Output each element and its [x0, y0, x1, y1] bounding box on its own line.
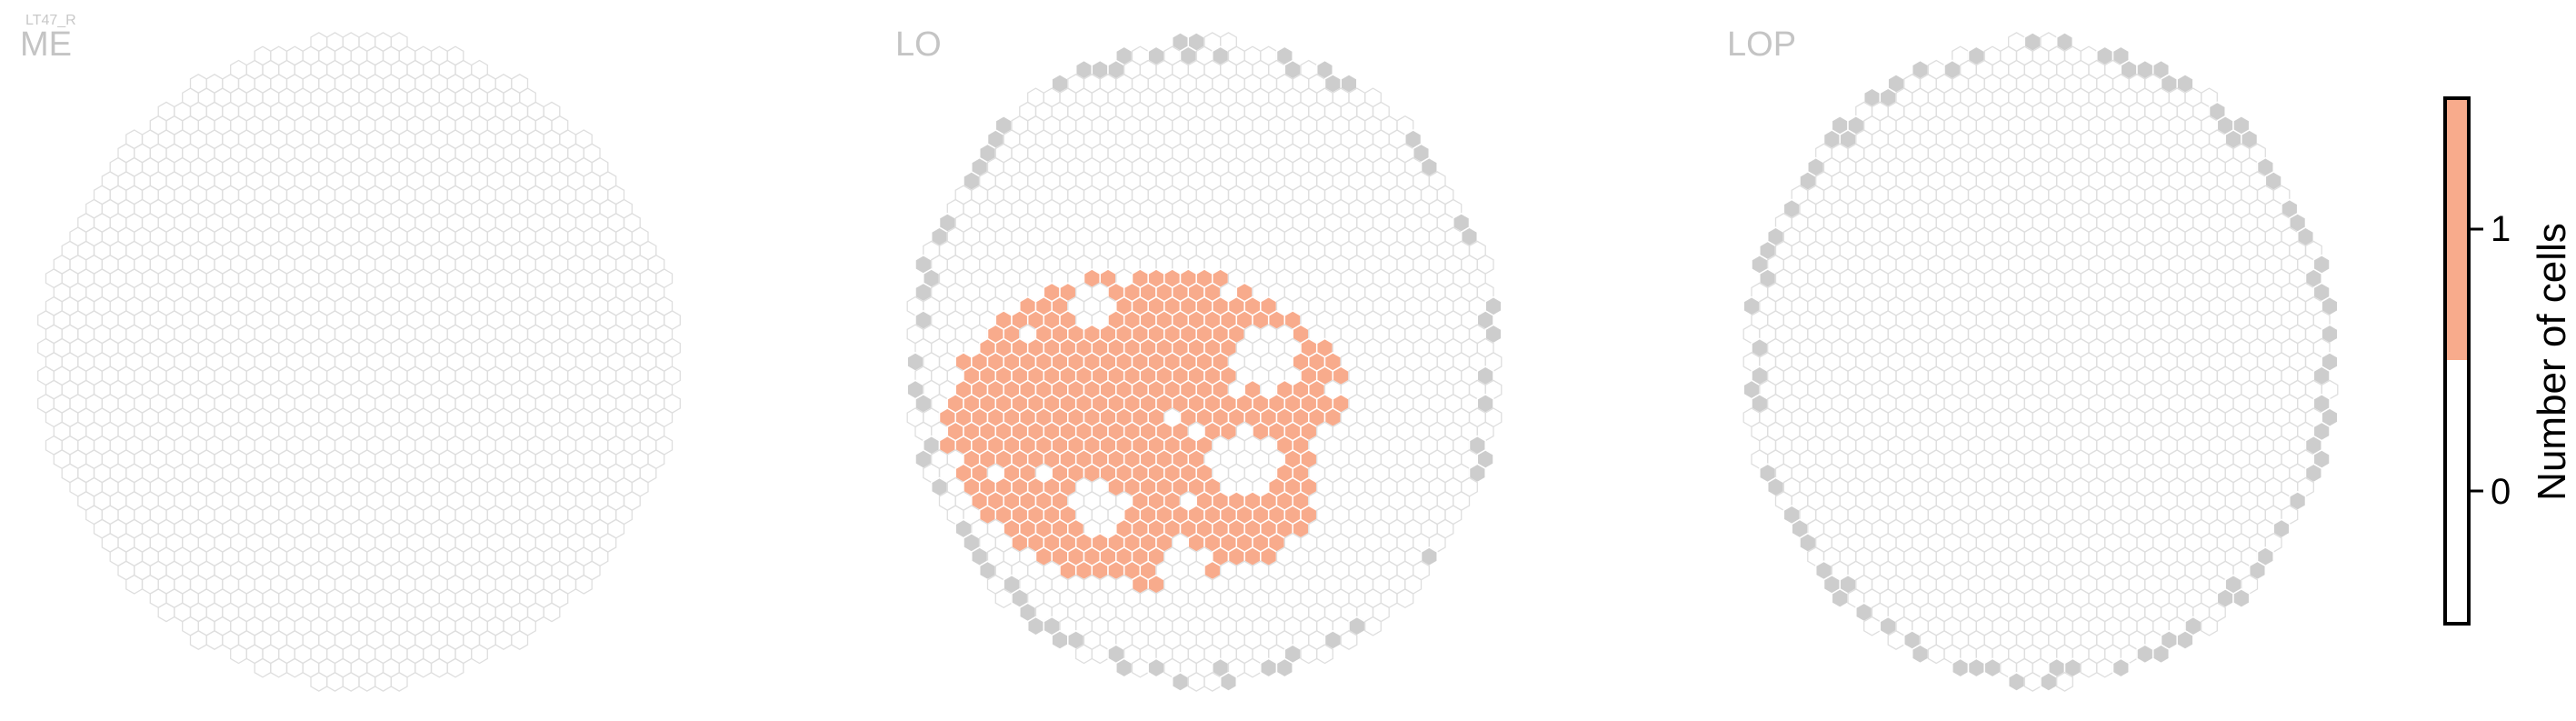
- hex-cell: [374, 671, 392, 692]
- colorbar-tick-label-1: 1: [2491, 209, 2511, 249]
- hex-cell-outside: [2232, 588, 2251, 609]
- hex-cell: [189, 630, 207, 650]
- hex-cell-outside: [1952, 657, 1970, 678]
- hex-cell: [342, 671, 360, 692]
- hex-cell-outside: [2136, 644, 2154, 665]
- hex-cell: [1887, 630, 1905, 650]
- hex-cell: [1075, 644, 1093, 665]
- hex-cell-outside: [1983, 657, 2002, 678]
- cell-type-label: LT47_R: [25, 13, 76, 28]
- hex-cell: [1203, 671, 1222, 692]
- hex-cell: [205, 630, 224, 650]
- hex-cell: [1340, 630, 1358, 650]
- hex-cell: [2080, 657, 2098, 678]
- hex-cell: [1300, 644, 1318, 665]
- hex-cell: [2096, 657, 2114, 678]
- hex-cell-outside: [1026, 616, 1045, 636]
- hex-cell-outside: [1219, 671, 1238, 692]
- hex-cell: [125, 574, 144, 595]
- hex-cell: [230, 644, 247, 665]
- panel-title-me: ME: [20, 25, 72, 64]
- hex-panel-lop: [1742, 32, 2339, 692]
- hex-cell-outside: [2007, 671, 2026, 692]
- hex-cell-outside: [2176, 629, 2194, 651]
- hex-cell: [2201, 616, 2218, 636]
- panel-title-lo: LO: [895, 25, 942, 64]
- hex-cell: [446, 657, 464, 678]
- hex-cell: [2056, 671, 2073, 692]
- hex-cell: [1091, 644, 1109, 665]
- hex-cell-outside: [1147, 657, 1165, 678]
- hex-cell: [1927, 644, 1945, 665]
- hex-cell: [285, 657, 304, 678]
- hex-cell-outside: [1260, 657, 1278, 678]
- hex-cell: [358, 671, 376, 692]
- hex-cell: [1131, 657, 1149, 678]
- hex-cell: [511, 630, 529, 650]
- hex-cell: [1243, 657, 1262, 678]
- hex-cell: [543, 602, 561, 623]
- hex-cell-outside: [2040, 671, 2058, 692]
- hex-cell: [390, 671, 408, 692]
- hex-cell-outside: [1115, 657, 1133, 678]
- hex-cell: [2023, 671, 2042, 692]
- hex-cell: [994, 588, 1013, 609]
- hex-cell: [430, 657, 448, 678]
- hex-cell: [471, 644, 488, 665]
- hex-cell: [1364, 616, 1382, 636]
- hex-cell: [1396, 588, 1414, 609]
- colorbar-zero-segment: [2445, 360, 2469, 624]
- hex-cell-outside: [1831, 588, 1849, 609]
- hex-cell: [326, 671, 344, 692]
- hex-cell-outside: [1911, 644, 1930, 665]
- hex-cell: [270, 657, 288, 678]
- hex-panel-me: [37, 32, 681, 692]
- hex-cell-outside: [2112, 657, 2130, 678]
- hex-cell: [1863, 616, 1881, 636]
- hex-cell-outside: [1967, 657, 1985, 678]
- hex-cell-outside: [1051, 629, 1069, 651]
- hex-panel-lo: [906, 32, 1503, 692]
- hex-cell: [414, 657, 433, 678]
- colorbar-label: Number of cells: [2530, 223, 2574, 501]
- hex-cell-outside: [2152, 644, 2171, 665]
- hex-cell: [494, 630, 513, 650]
- hex-cell: [254, 657, 272, 678]
- hex-cell-outside: [1275, 657, 1293, 678]
- colorbar-tick-label-0: 0: [2491, 472, 2511, 512]
- hex-cell: [574, 574, 593, 595]
- panel-title-lop: LOP: [1727, 25, 1797, 64]
- colorbar-one-segment: [2445, 98, 2469, 360]
- hex-cell: [1316, 644, 1333, 665]
- colorbar: 1 0 Number of cells: [2443, 96, 2574, 626]
- hex-cell: [157, 602, 175, 623]
- hex-cell: [1187, 671, 1205, 692]
- hex-cell-outside: [1171, 671, 1190, 692]
- hex-cell: [310, 671, 328, 692]
